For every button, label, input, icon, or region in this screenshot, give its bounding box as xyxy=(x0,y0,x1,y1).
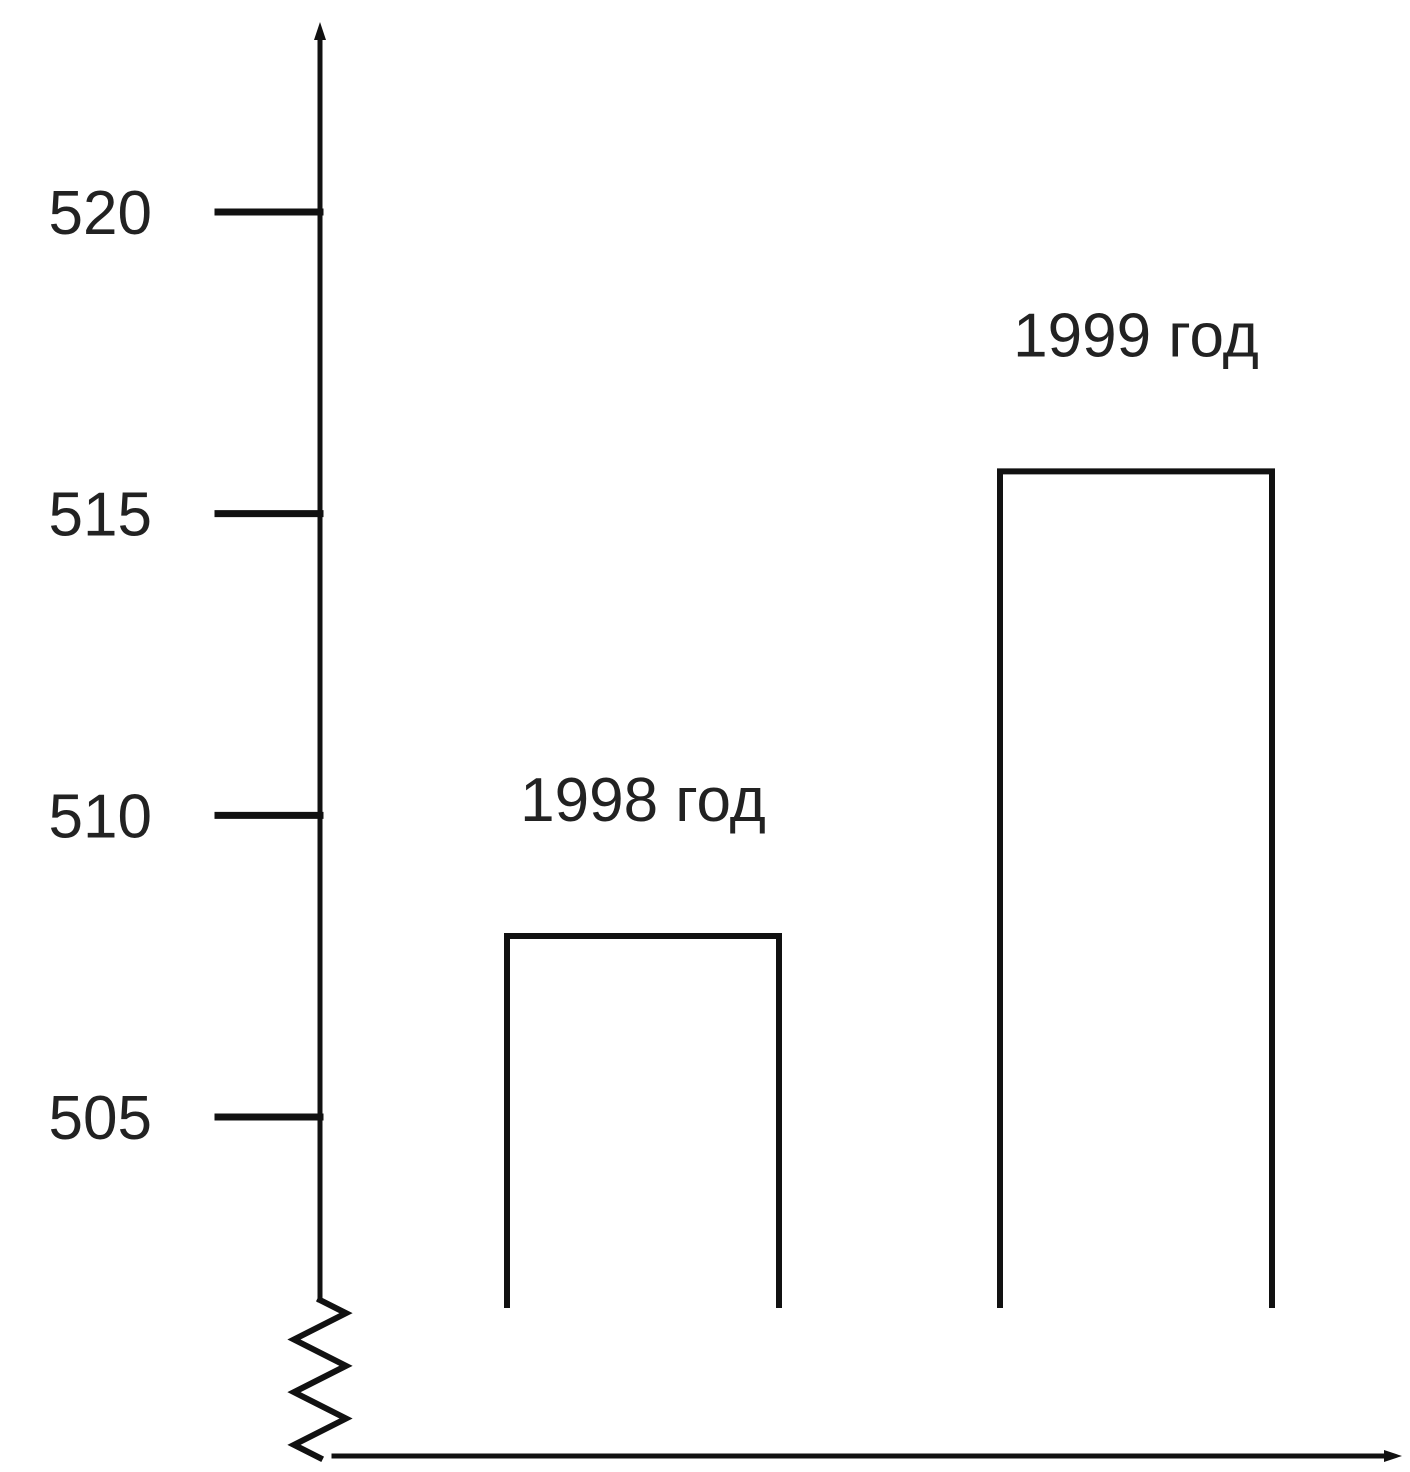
y-ticks: 505 510 515 520 xyxy=(49,179,324,1153)
x-axis-arrow-icon xyxy=(1384,1450,1402,1462)
bar xyxy=(504,933,782,1308)
y-axis-break-zigzag xyxy=(287,1295,353,1463)
axes xyxy=(287,22,1402,1463)
bar-category-label: 1998 год xyxy=(520,766,766,835)
y-tick-label: 515 xyxy=(49,481,152,550)
y-tick-label: 520 xyxy=(49,179,152,248)
y-tick-label: 505 xyxy=(49,1084,152,1153)
bars: 1998 год 1999 год xyxy=(504,301,1275,1308)
bar-category-label: 1999 год xyxy=(1013,301,1259,370)
bar xyxy=(997,468,1275,1308)
y-tick-label: 510 xyxy=(49,782,152,851)
y-axis-arrow-icon xyxy=(314,22,326,40)
